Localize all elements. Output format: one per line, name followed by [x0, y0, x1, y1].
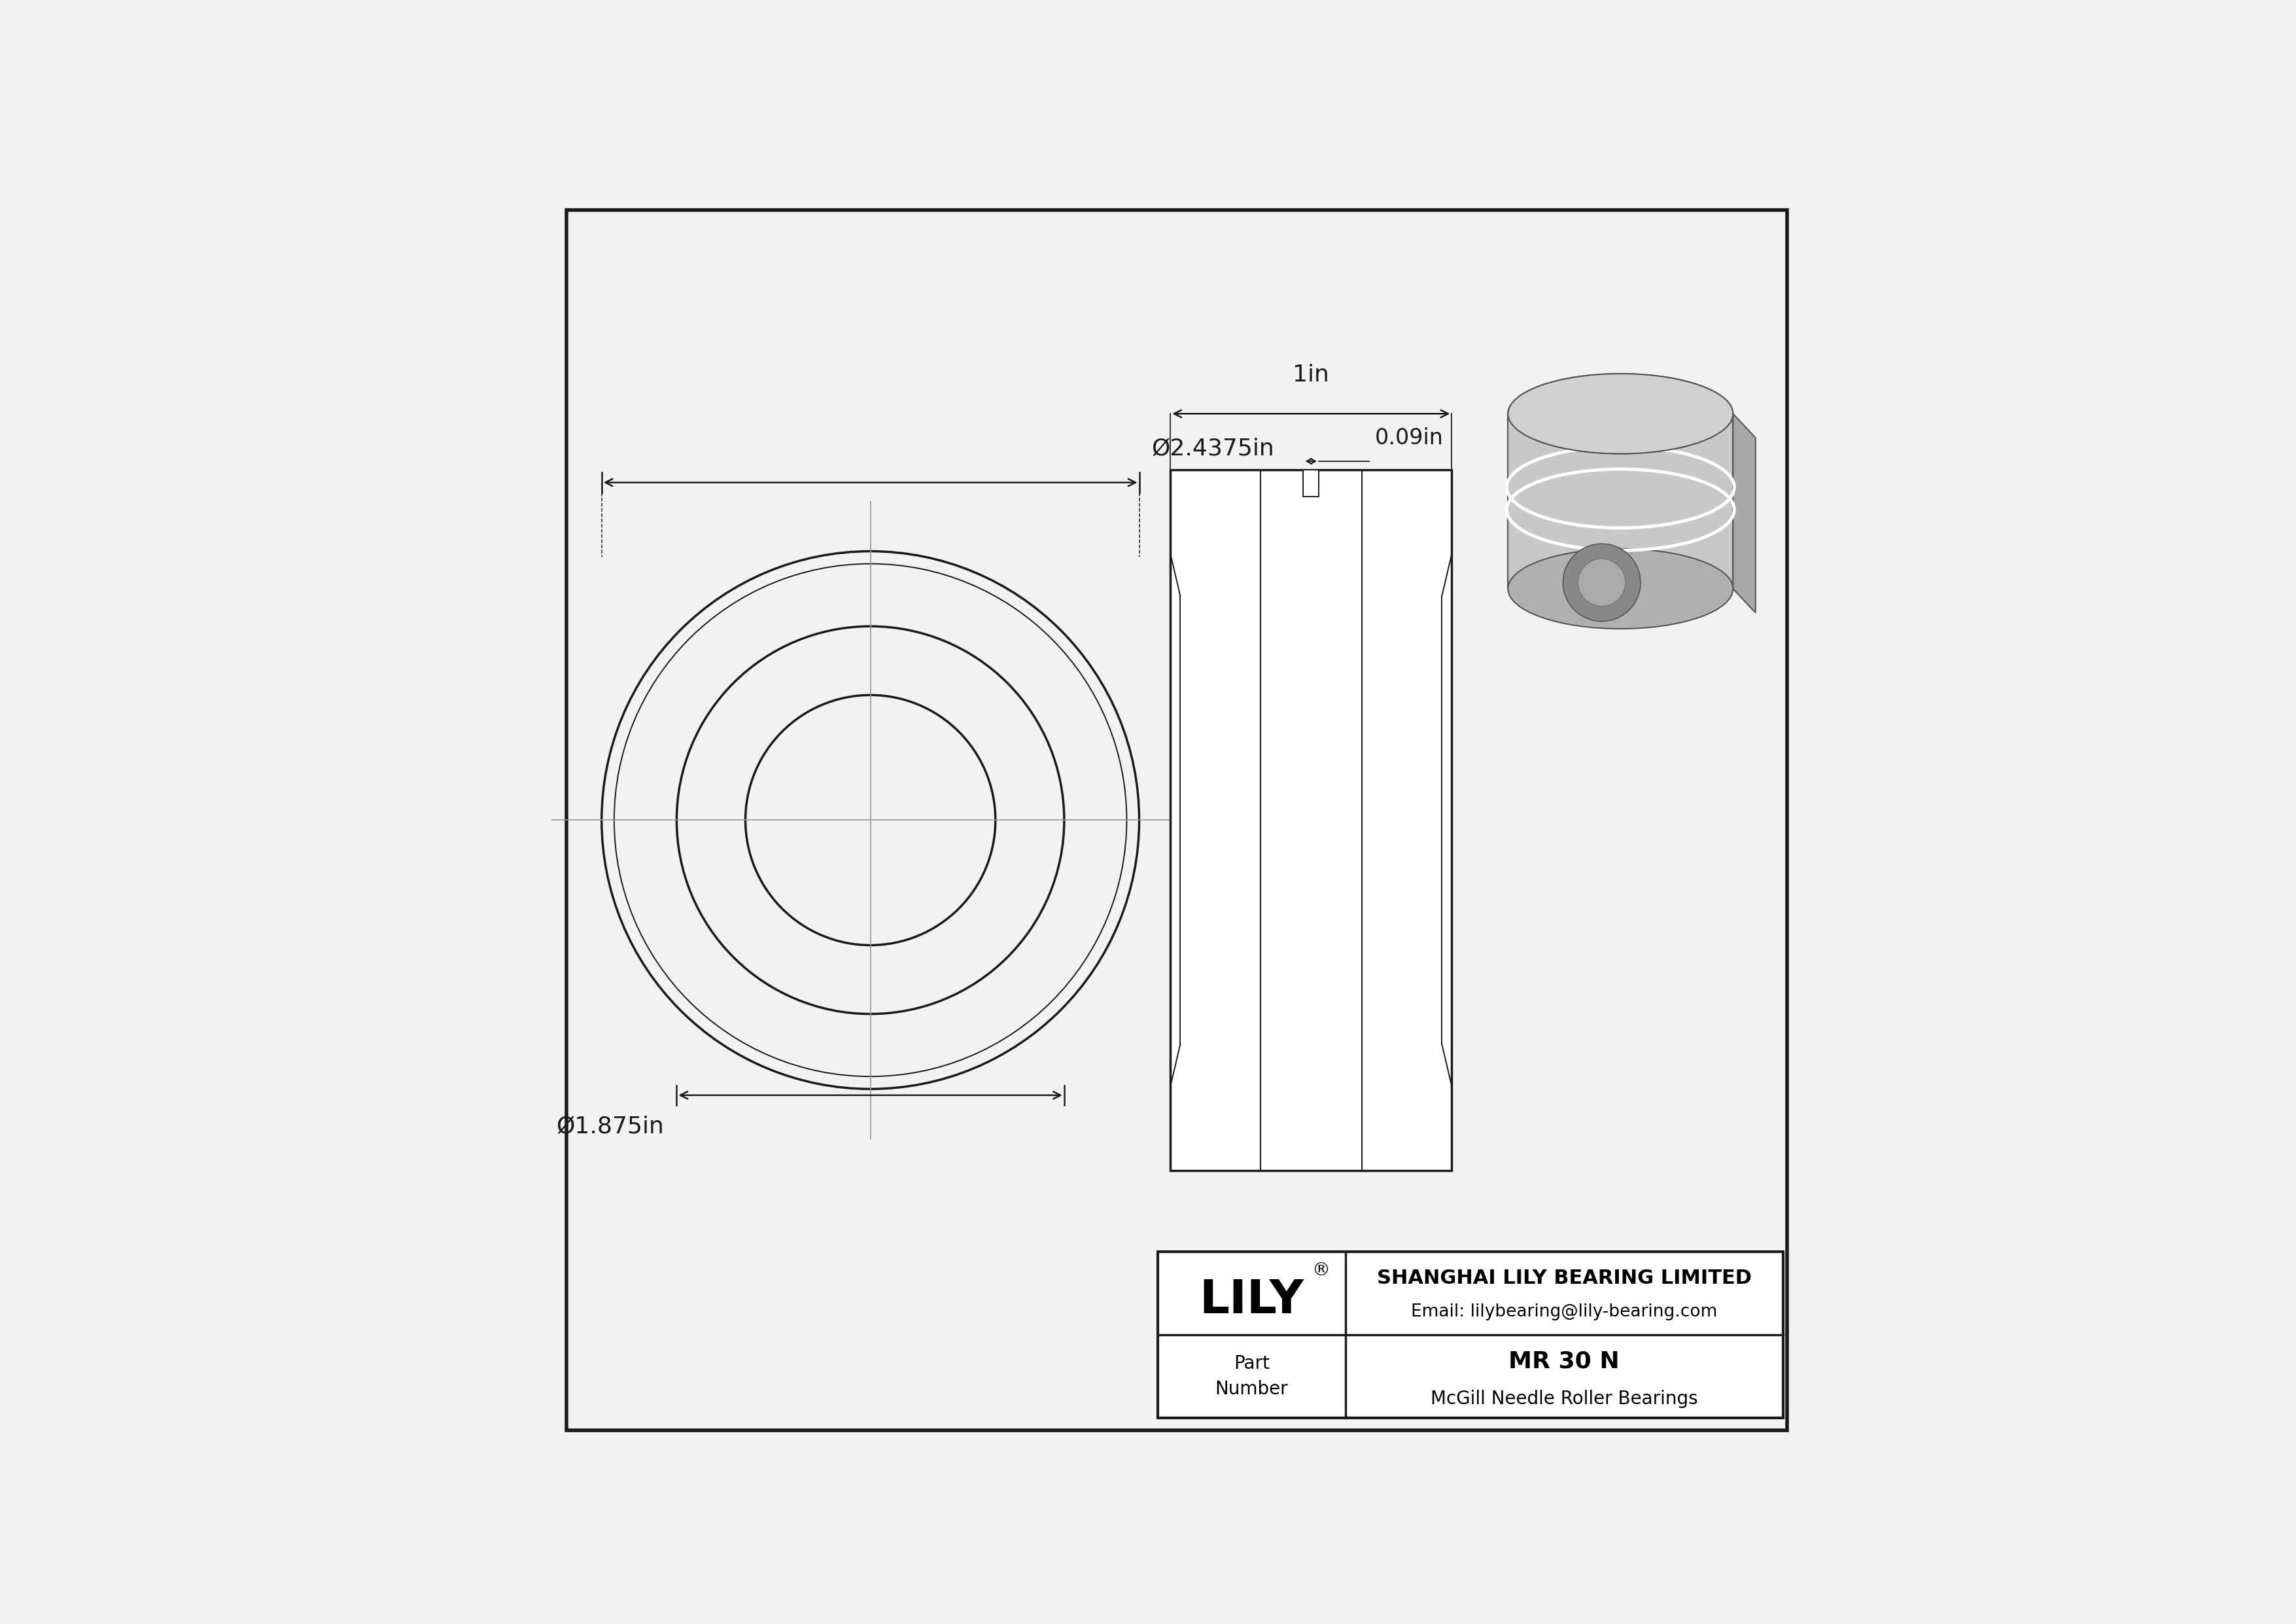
Ellipse shape [1508, 549, 1733, 628]
Text: Part
Number: Part Number [1215, 1354, 1288, 1398]
Text: 1in: 1in [1293, 364, 1329, 387]
Text: SHANGHAI LILY BEARING LIMITED: SHANGHAI LILY BEARING LIMITED [1378, 1268, 1752, 1288]
Text: Ø1.875in: Ø1.875in [556, 1116, 664, 1137]
Text: MR 30 N: MR 30 N [1508, 1350, 1619, 1372]
Polygon shape [1508, 414, 1733, 590]
Bar [1304, 469, 1318, 497]
Bar [1157, 1252, 1784, 1418]
Ellipse shape [1508, 374, 1733, 453]
Ellipse shape [1564, 544, 1642, 622]
Bar [1171, 469, 1451, 1171]
Text: ®: ® [1311, 1262, 1329, 1280]
Text: Email: lilybearing@lily-bearing.com: Email: lilybearing@lily-bearing.com [1412, 1304, 1717, 1320]
Text: McGill Needle Roller Bearings: McGill Needle Roller Bearings [1430, 1390, 1697, 1408]
Text: LILY: LILY [1199, 1278, 1304, 1324]
Text: 0.09in: 0.09in [1375, 427, 1444, 448]
Polygon shape [1733, 414, 1756, 612]
Ellipse shape [1577, 559, 1626, 606]
Text: Ø2.4375in: Ø2.4375in [1153, 438, 1274, 460]
Ellipse shape [1508, 374, 1733, 453]
